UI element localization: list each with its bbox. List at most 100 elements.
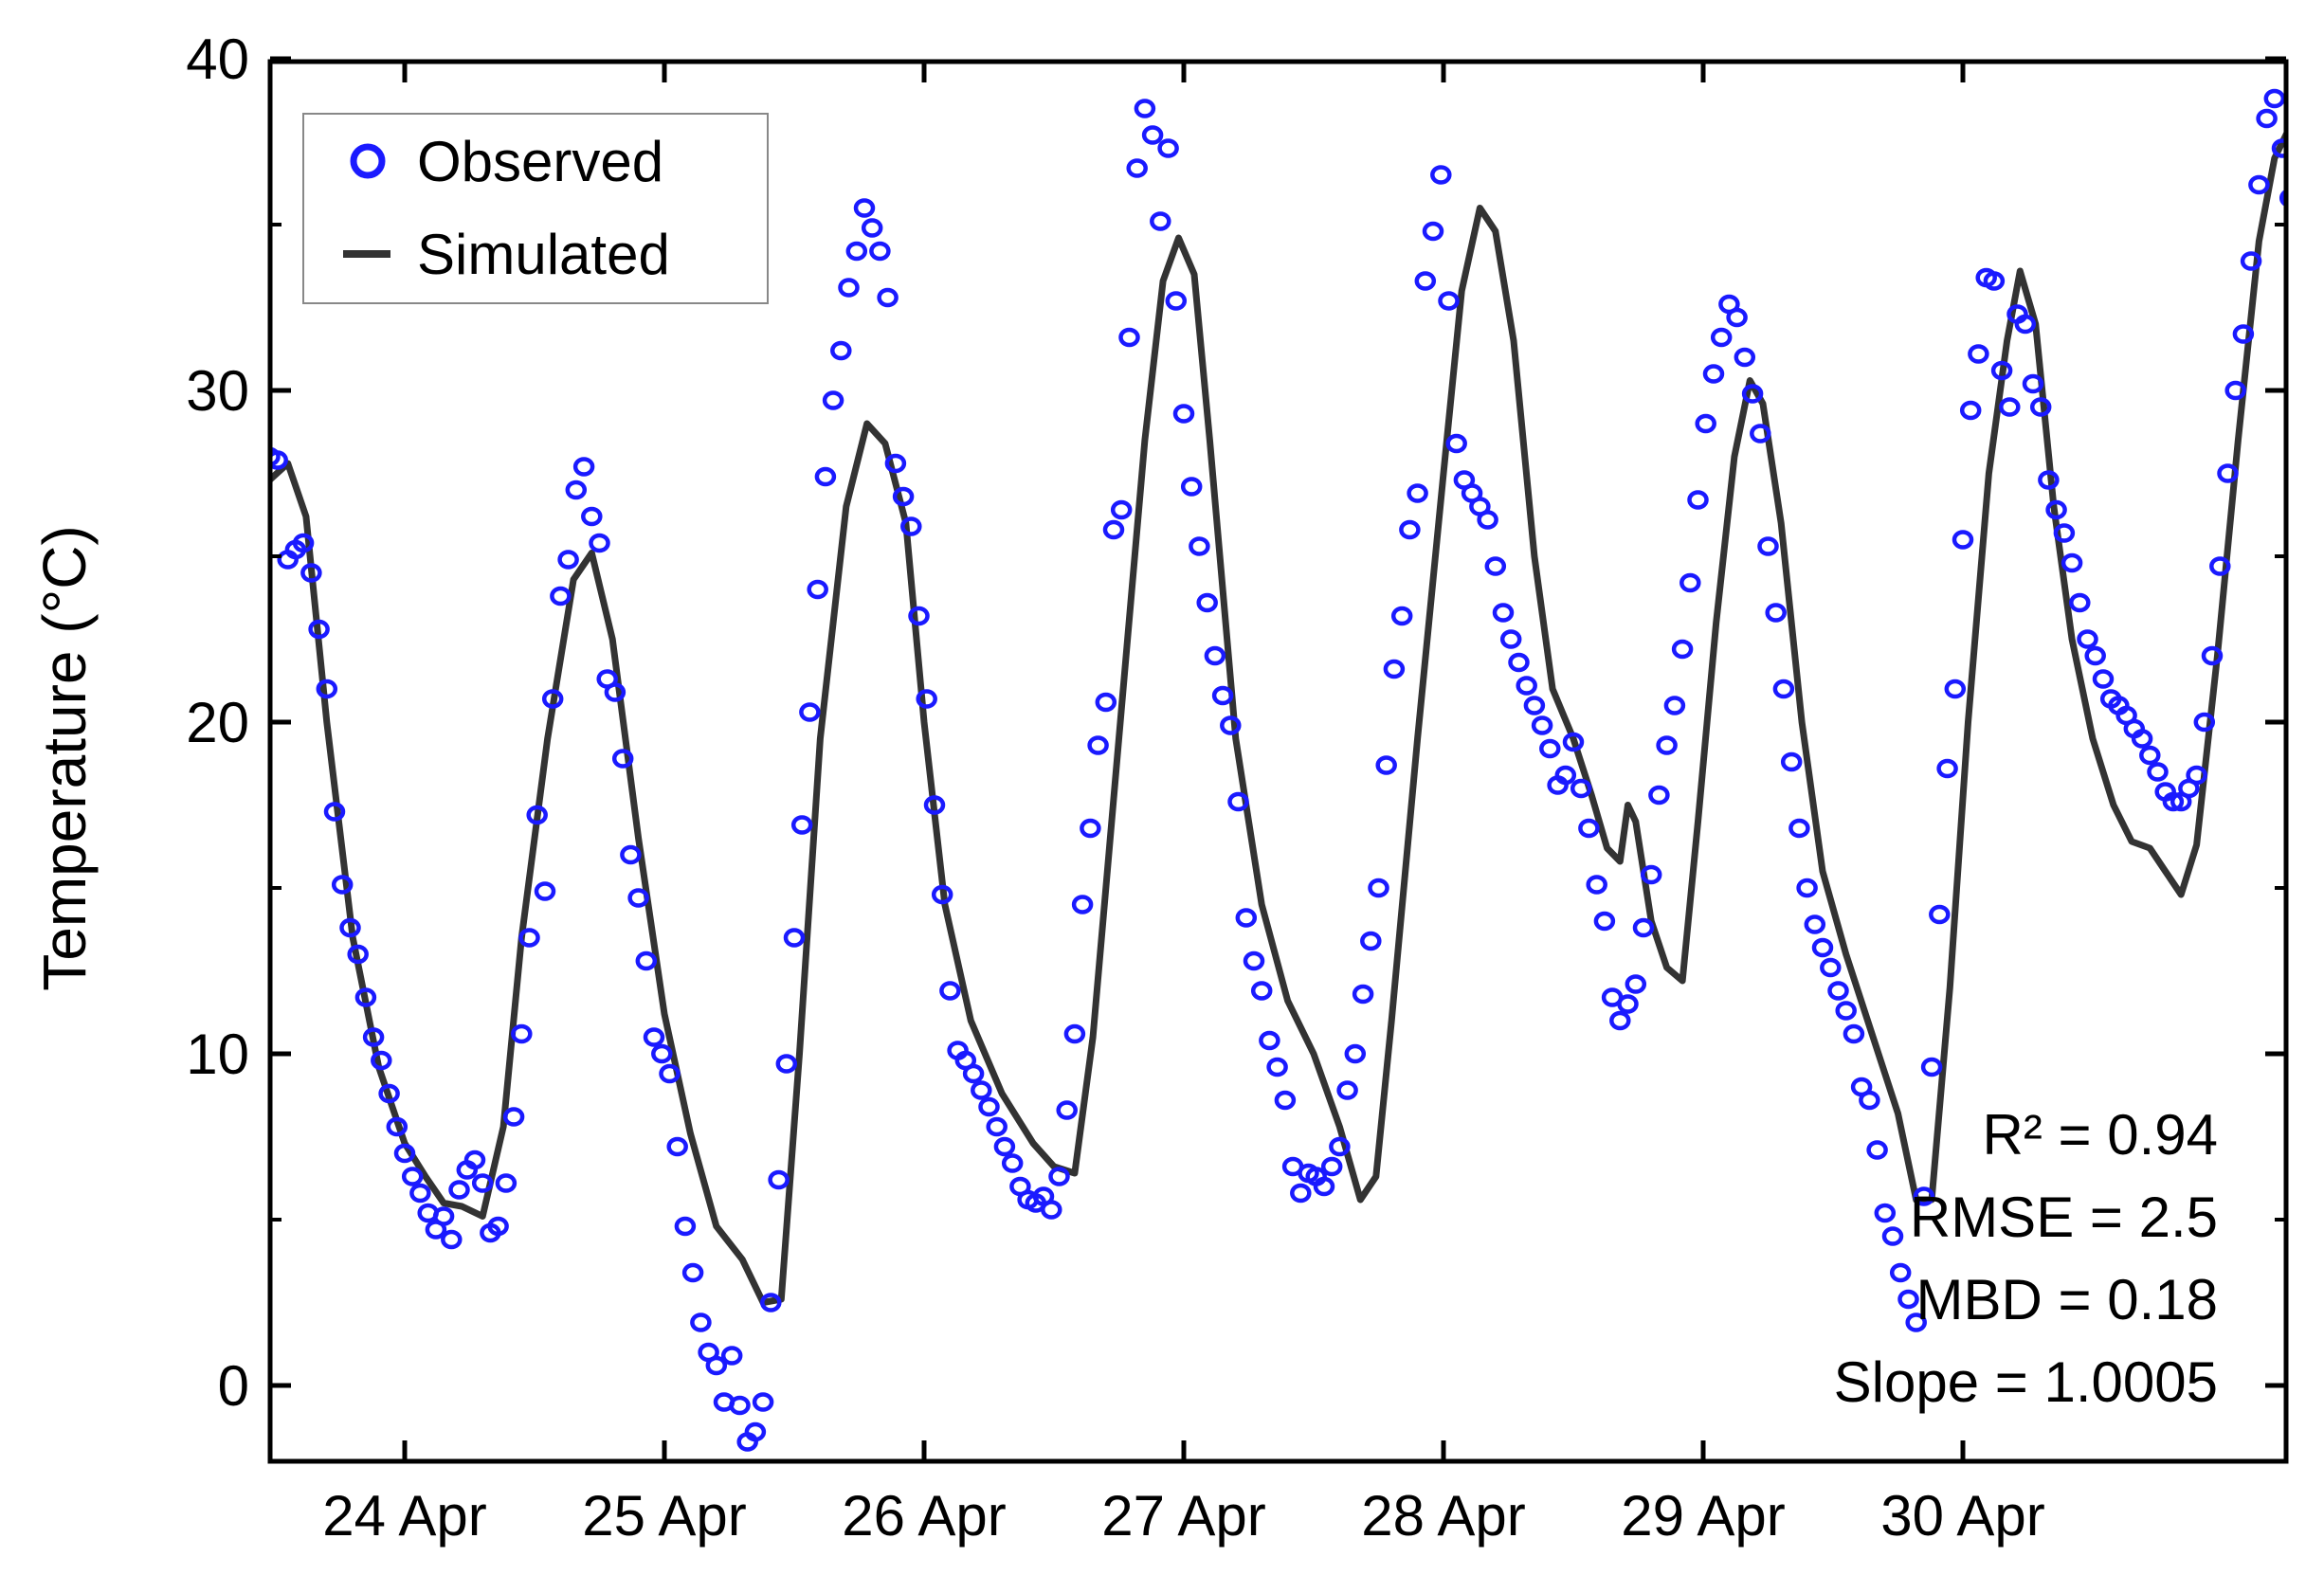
observed-point — [1516, 676, 1537, 696]
observed-point — [1820, 957, 1842, 978]
observed-point — [1695, 413, 1716, 434]
observed-point — [1741, 384, 1764, 404]
observed-point — [1570, 778, 1592, 799]
stats-annotation: R² = 0.94 RMSE = 2.5 MBD = 0.18 Slope = … — [1834, 1103, 2218, 1414]
observed-point — [2271, 138, 2286, 158]
plot-frame — [267, 59, 2289, 1464]
observed-point — [511, 1023, 533, 1044]
observed-point — [354, 987, 377, 1007]
y-tick-label: 0 — [218, 1354, 249, 1418]
observed-point — [1126, 158, 1148, 178]
observed-point — [2045, 499, 2067, 520]
observed-point — [1625, 974, 1647, 994]
observed-point — [1772, 679, 1795, 699]
observed-point — [720, 1346, 743, 1366]
observed-point — [962, 1063, 985, 1084]
observed-point — [1313, 1176, 1335, 1197]
observed-point — [978, 1096, 1000, 1117]
observed-point — [1259, 1030, 1280, 1051]
observed-point — [331, 875, 354, 895]
observed-point — [908, 606, 930, 626]
observed-point — [659, 1063, 681, 1084]
observed-point — [1578, 818, 1600, 839]
observed-point — [892, 486, 915, 507]
observed-point — [1071, 895, 1094, 914]
observed-point — [620, 844, 642, 865]
x-tick-label: 25 Apr — [582, 1484, 746, 1548]
observed-point — [861, 218, 883, 238]
observed-point — [869, 241, 891, 262]
observed-point — [292, 533, 315, 553]
observed-point — [666, 1136, 688, 1157]
plot-area — [270, 88, 2324, 1452]
observed-point — [1329, 1136, 1351, 1157]
stat-r2: R² = 0.94 — [1983, 1103, 2218, 1167]
observed-point — [1399, 519, 1421, 540]
x-tick-label: 29 Apr — [1621, 1484, 1785, 1548]
observed-point — [1765, 603, 1787, 623]
observed-point — [2313, 440, 2324, 455]
observed-point — [993, 1136, 1016, 1157]
x-tick-label: 27 Apr — [1101, 1484, 1265, 1548]
observed-point — [2147, 762, 2169, 782]
observed-point — [2014, 314, 2037, 335]
observed-point — [2061, 552, 2083, 573]
observed-point — [1368, 878, 1389, 898]
observed-point — [2240, 251, 2262, 271]
y-tick-label: 20 — [186, 691, 249, 754]
observed-point — [775, 1054, 798, 1074]
observed-point — [2224, 380, 2246, 401]
observed-point — [877, 287, 899, 308]
observed-point — [1383, 659, 1406, 679]
observed-point — [838, 278, 860, 298]
observed-point — [690, 1312, 712, 1332]
observed-point — [830, 340, 852, 361]
observed-point — [1220, 715, 1242, 735]
observed-point — [611, 749, 634, 769]
observed-point — [495, 1173, 517, 1193]
observed-point — [2186, 765, 2207, 786]
observed-point — [1110, 499, 1133, 520]
observed-point — [2256, 108, 2278, 129]
stat-slope: Slope = 1.0005 — [1834, 1350, 2218, 1414]
observed-point — [681, 1262, 704, 1283]
y-tick-label: 30 — [186, 359, 249, 423]
observed-point — [572, 457, 595, 477]
observed-point — [1866, 1140, 1888, 1160]
observed-point — [316, 679, 338, 699]
observed-point — [550, 586, 572, 606]
observed-point — [409, 1183, 431, 1204]
observed-point — [1477, 510, 1498, 530]
observed-point — [270, 446, 281, 467]
observed-point — [1430, 165, 1452, 185]
observed-point — [1726, 307, 1748, 328]
observed-point — [1157, 138, 1179, 158]
observed-point — [1656, 735, 1678, 755]
observed-point — [768, 1169, 790, 1190]
observed-point — [1118, 327, 1140, 348]
observed-point — [1554, 765, 1577, 786]
observed-point — [1390, 606, 1413, 626]
observed-point — [1881, 1226, 1904, 1246]
observed-point — [2077, 629, 2098, 649]
observed-point — [2217, 463, 2239, 483]
observed-point — [2092, 669, 2115, 689]
observed-point — [799, 702, 821, 722]
x-tick-label: 30 Apr — [1880, 1484, 2044, 1548]
observed-point — [2209, 556, 2231, 576]
observed-point — [1080, 818, 1101, 839]
observed-point — [1352, 984, 1374, 1005]
observed-point — [1593, 911, 1616, 932]
observed-point — [1492, 603, 1515, 623]
observed-point — [386, 1116, 409, 1137]
observed-point — [752, 1392, 774, 1412]
observed-point — [1243, 950, 1265, 971]
observed-point — [1180, 477, 1203, 497]
observed-point — [1235, 908, 1258, 928]
observed-point — [1523, 696, 1546, 715]
observed-point — [1859, 1090, 1880, 1111]
observed-point — [1811, 937, 1834, 958]
observed-point — [1679, 572, 1701, 593]
observed-point — [2084, 645, 2106, 666]
